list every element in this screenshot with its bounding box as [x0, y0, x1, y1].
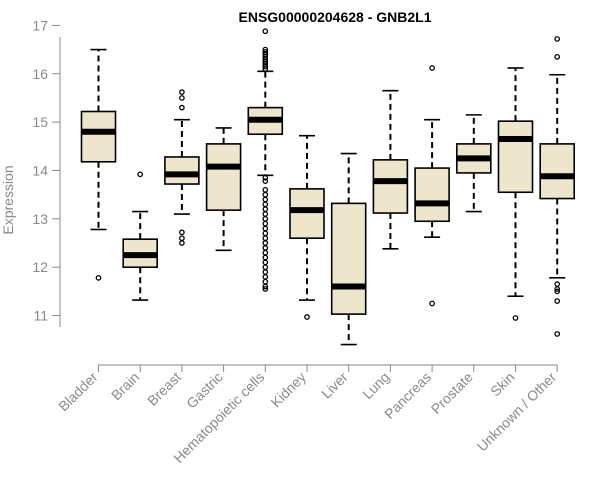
chart-title: ENSG00000204628 - GNB2L1 — [239, 9, 432, 25]
outlier-point — [554, 54, 561, 60]
box-body — [164, 156, 200, 185]
x-tick-label: Kidney — [268, 369, 310, 411]
outlier-point — [262, 259, 269, 266]
outlier-point — [429, 300, 435, 307]
outlier-point — [554, 298, 561, 304]
x-tick-label: Skin — [487, 369, 518, 400]
outlier-point — [179, 95, 185, 101]
outlier-point — [262, 245, 269, 251]
outlier-point — [262, 196, 269, 203]
y-tick-label: 13 — [32, 211, 48, 227]
box-body — [330, 202, 367, 315]
outlier-point — [554, 286, 561, 292]
box-2 — [122, 171, 158, 301]
outlier-point — [179, 89, 185, 96]
box-12 — [539, 36, 576, 337]
box-body — [205, 143, 242, 211]
box-11 — [497, 67, 534, 321]
box-body — [372, 159, 409, 214]
outlier-point — [262, 63, 269, 70]
x-tick-label: Prostate — [428, 369, 476, 417]
box-3 — [164, 89, 200, 246]
box-10 — [455, 114, 492, 213]
outlier-point — [554, 36, 561, 42]
box-4 — [205, 127, 242, 252]
box-5 — [247, 28, 284, 292]
outlier-point — [304, 314, 310, 320]
outlier-point — [554, 331, 561, 337]
box-series — [80, 28, 576, 346]
y-tick-label: 14 — [32, 162, 48, 178]
y-tick-label: 12 — [32, 259, 48, 275]
outlier-point — [137, 171, 144, 178]
outlier-point — [262, 274, 269, 280]
outlier-point — [262, 283, 269, 290]
y-tick-label: 16 — [32, 66, 48, 82]
box-body — [289, 188, 325, 239]
box-8 — [372, 89, 409, 250]
box-6 — [289, 134, 325, 320]
outlier-point — [262, 235, 269, 242]
x-tick-label: Breast — [144, 369, 184, 409]
box-1 — [80, 48, 117, 281]
x-tick-label: Bladder — [55, 369, 101, 415]
outlier-point — [262, 230, 269, 237]
x-tick-label: Brain — [108, 369, 142, 403]
outlier-point — [262, 206, 269, 213]
outlier-point — [262, 178, 269, 184]
box-9 — [414, 65, 450, 307]
outlier-point — [262, 191, 269, 198]
outlier-point — [262, 220, 269, 227]
outlier-point — [554, 288, 561, 295]
outlier-point — [262, 201, 269, 208]
outlier-point — [262, 286, 269, 292]
outlier-point — [262, 174, 269, 181]
y-tick-label: 11 — [33, 308, 48, 324]
outlier-point — [262, 264, 269, 271]
outlier-point — [262, 66, 269, 72]
box-body — [414, 167, 450, 223]
y-axis-ticks: 11 12 13 14 15 16 17 — [32, 17, 60, 324]
x-tick-label: Lung — [359, 369, 392, 402]
box-7 — [330, 152, 367, 346]
outlier-point — [262, 254, 269, 261]
y-tick-label: 15 — [32, 114, 48, 130]
outlier-point — [95, 274, 102, 281]
box-body — [80, 110, 117, 163]
outlier-point — [554, 281, 561, 287]
outlier-point — [262, 240, 269, 246]
outlier-point — [429, 65, 435, 71]
y-tick-label: 17 — [32, 17, 48, 33]
outlier-point — [262, 278, 269, 285]
outlier-point — [179, 104, 185, 111]
outlier-point — [179, 229, 185, 236]
outlier-point — [262, 269, 269, 275]
x-tick-label: Unknown / Other — [474, 369, 560, 455]
outlier-point — [262, 28, 269, 35]
box-body — [497, 120, 534, 194]
outlier-point — [179, 240, 185, 246]
box-body — [539, 143, 576, 200]
outlier-point — [262, 186, 269, 193]
outlier-point — [262, 216, 269, 222]
y-axis-label: Expression — [0, 165, 16, 234]
x-tick-label: Liver — [318, 369, 351, 402]
outlier-point — [262, 211, 269, 217]
outlier-point — [262, 225, 269, 232]
outlier-point — [512, 315, 519, 321]
outlier-point — [262, 249, 269, 256]
outlier-point — [179, 235, 185, 242]
